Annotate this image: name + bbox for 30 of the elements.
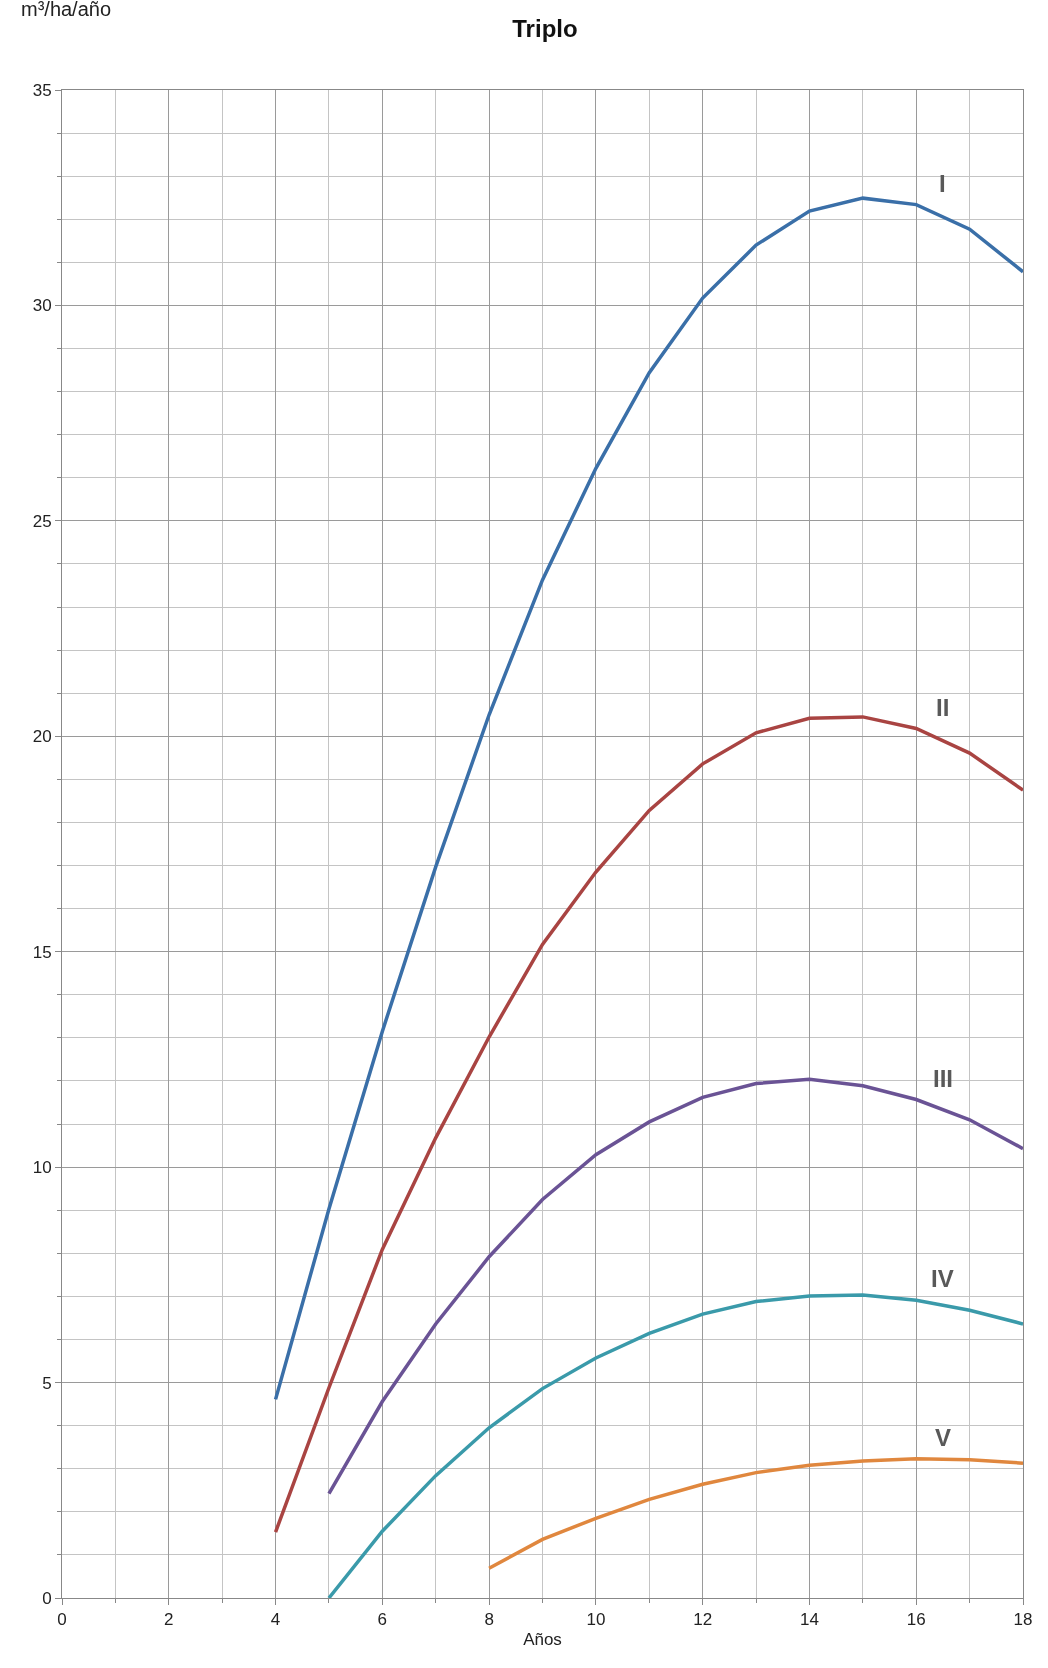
x-tick-label: 2 [164,1610,174,1630]
x-tick-label: 4 [270,1610,281,1630]
line-series [327,1293,1023,1598]
x-axis-title: Años [523,1629,562,1649]
x-tick-label: 16 [906,1610,926,1630]
series-label: II [936,694,950,721]
x-tick-label: 18 [1013,1610,1033,1630]
y-tick-label: 5 [42,1373,52,1393]
x-tick-label: 14 [799,1610,819,1630]
x-tick-label: 12 [693,1610,713,1630]
line-series [273,196,1023,1402]
y-tick-label: 20 [32,727,52,747]
x-tick-label: 10 [586,1610,606,1630]
x-tick-label: 0 [57,1610,67,1630]
y-axis-title: m³/ha/año [21,0,112,20]
series-label: III [933,1065,954,1092]
series-label: I [939,170,946,197]
x-tick-label: 6 [377,1610,388,1630]
y-tick-label: 0 [42,1588,52,1608]
y-tick-label: 15 [32,942,52,962]
chart-title: Triplo [512,14,578,42]
y-tick-label: 25 [32,511,52,531]
y-tick-label: 35 [32,80,52,100]
x-tick-label: 8 [484,1610,494,1630]
y-tick-label: 10 [32,1158,52,1178]
series-label: V [935,1424,952,1451]
series-label: IV [931,1265,954,1292]
line-series [273,715,1023,1534]
y-tick-label: 30 [32,296,52,316]
line-series [487,1457,1023,1571]
